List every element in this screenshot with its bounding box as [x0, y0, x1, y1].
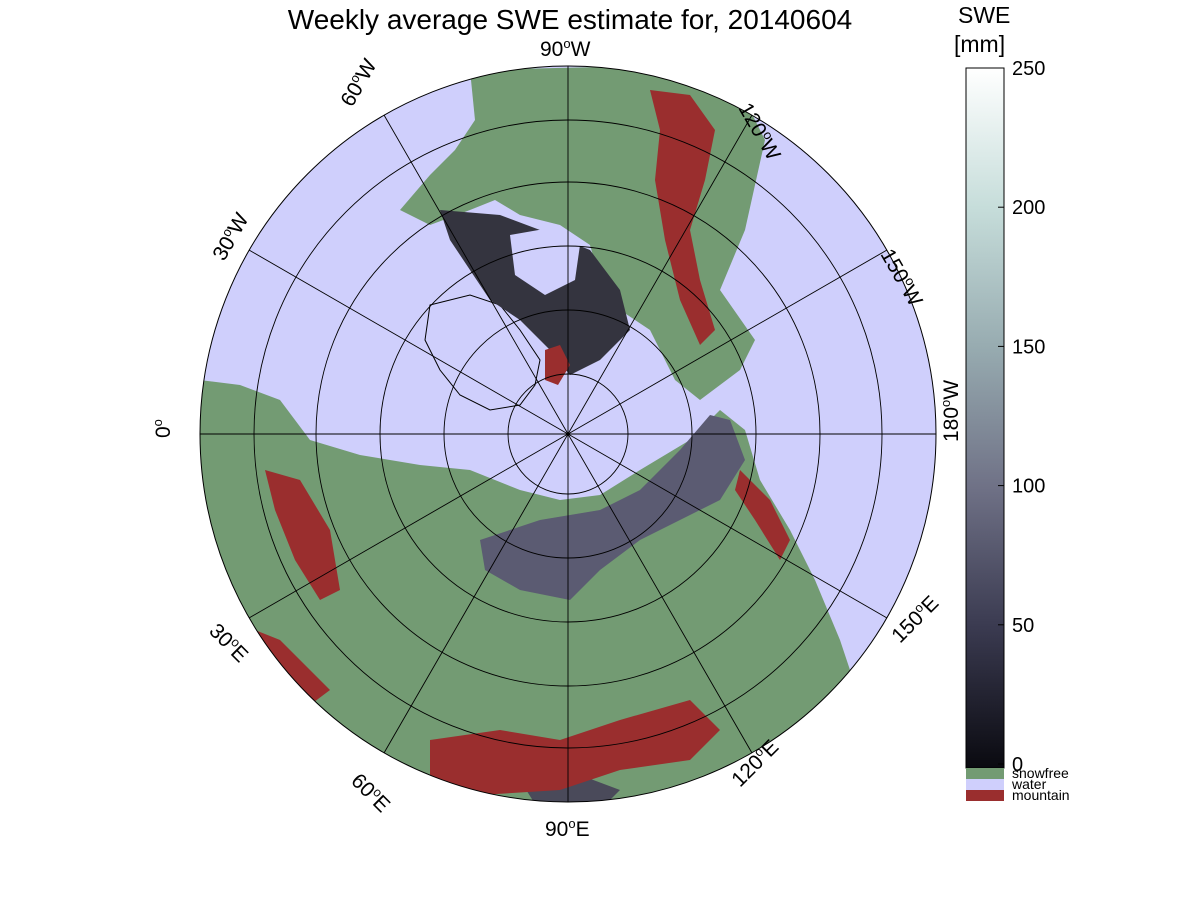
colorbar-unit: [mm] — [954, 31, 1006, 57]
mountain-scandinavia — [265, 470, 340, 600]
mountain-rockies — [650, 90, 715, 345]
legend-label-mountain: mountain — [1012, 787, 1070, 803]
colorbar-tick-label: 200 — [1012, 197, 1045, 219]
colorbar-tick-label: 150 — [1012, 336, 1045, 358]
meridian-label: 30oE — [204, 618, 253, 667]
map-title: Weekly average SWE estimate for, 2014060… — [287, 4, 853, 35]
colorbar-tick-label: 50 — [1012, 615, 1034, 637]
hudson-bay — [510, 228, 580, 295]
meridian-label: 90oE — [545, 816, 590, 841]
colorbar-tick-label: 250 — [1012, 58, 1045, 80]
map-boundary — [199, 65, 937, 803]
mountain-greenland-south — [545, 345, 570, 385]
meridian-label: 90oW — [540, 36, 591, 61]
colorbar-gradient — [965, 67, 1005, 769]
snow-cover-siberia — [480, 415, 745, 600]
colorbar-title: SWE — [958, 2, 1011, 28]
meridian-label: 60oW — [335, 54, 382, 110]
meridian-label: 60oE — [346, 768, 395, 817]
colorbar-tick-label: 100 — [1012, 476, 1045, 498]
mountain-east-siberia — [735, 470, 790, 560]
legend-swatch-water — [966, 779, 1004, 790]
legend-swatch-mountain — [966, 790, 1004, 801]
colorbar-tick-label: 0 — [1012, 754, 1023, 776]
legend-swatch-snowfree — [966, 768, 1004, 779]
polar-map: 90oW60oW120oW30oW150oW0o180oW30oE150oE60… — [150, 36, 960, 841]
meridian-lines — [200, 66, 936, 802]
legend-label-snowfree: snowfree — [1012, 765, 1069, 781]
meridian-label: 0o — [150, 419, 175, 438]
legend-label-water: water — [1011, 776, 1047, 792]
meridian-label: 180oW — [938, 380, 960, 442]
snow-cover-canada — [440, 210, 630, 375]
